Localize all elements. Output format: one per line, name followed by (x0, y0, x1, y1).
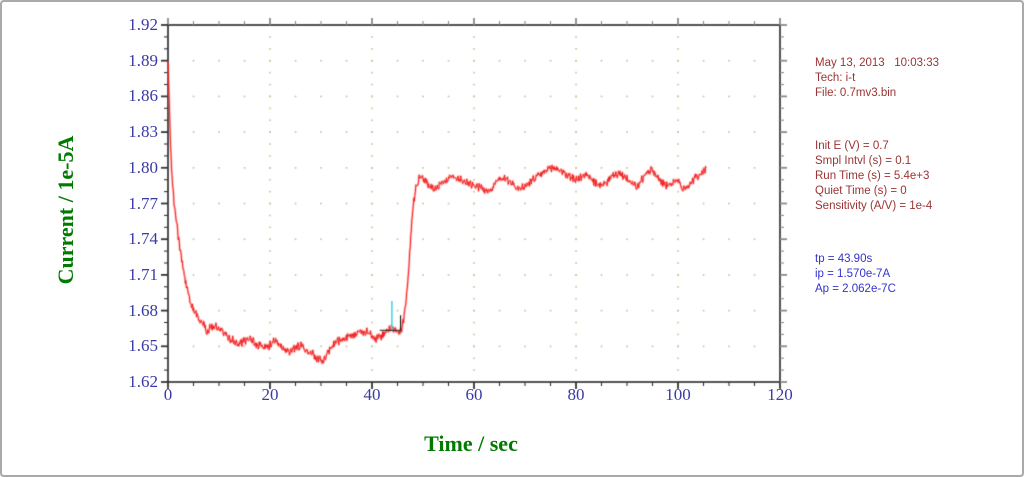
x-tick-label: 120 (767, 385, 793, 404)
y-tick-label: 1.89 (128, 50, 158, 70)
info-line: ip = 1.570e-7A (815, 268, 891, 280)
info-line: Quiet Time (s) = 0 (815, 185, 907, 197)
y-tick-label: 1.62 (128, 372, 158, 391)
y-tick-label: 1.83 (128, 122, 158, 142)
x-tick-label: 0 (163, 385, 173, 404)
info-line: Init E (V) = 0.7 (815, 140, 889, 152)
y-tick-label: 1.71 (128, 264, 158, 284)
info-line: Tech: i-t (815, 72, 856, 84)
info-line: Ap = 2.062e-7C (815, 283, 896, 295)
x-tick-label: 60 (465, 385, 483, 404)
y-tick-label: 1.86 (128, 86, 158, 106)
y-tick-label: 1.68 (128, 300, 158, 320)
x-tick-label: 40 (363, 385, 381, 404)
y-tick-label: 1.77 (128, 193, 158, 213)
info-line: tp = 43.90s (815, 253, 873, 265)
y-tick-label: 1.92 (128, 15, 158, 34)
info-line: Run Time (s) = 5.4e+3 (815, 170, 930, 182)
y-tick-label: 1.74 (128, 229, 158, 249)
y-axis-title: Current / 1e-5A (53, 135, 78, 285)
x-tick-label: 100 (665, 385, 691, 404)
x-tick-label: 80 (567, 385, 585, 404)
y-tick-label: 1.65 (128, 336, 158, 356)
measurement-results-block: tp = 43.90s ip = 1.570e-7A Ap = 2.062e-7C (815, 252, 939, 297)
file-header-block: May 13, 2013 10:03:33 Tech: i-t File: 0.7m… (815, 56, 939, 101)
x-tick-label: 20 (261, 385, 279, 404)
y-tick-label: 1.80 (128, 157, 158, 177)
experiment-params-block: Init E (V) = 0.7 Smpl Intvl (s) = 0.1 Run … (815, 139, 939, 214)
info-line: File: 0.7mv3.bin (815, 87, 897, 99)
info-panel: May 13, 2013 10:03:33 Tech: i-t File: 0.7m… (815, 26, 939, 335)
info-line: Sensitivity (A/V) = 1e-4 (815, 200, 933, 212)
info-line: May 13, 2013 10:03:33 (815, 57, 940, 69)
x-axis-title: Time / sec (424, 431, 518, 456)
info-line: Smpl Intvl (s) = 0.1 (815, 155, 912, 167)
